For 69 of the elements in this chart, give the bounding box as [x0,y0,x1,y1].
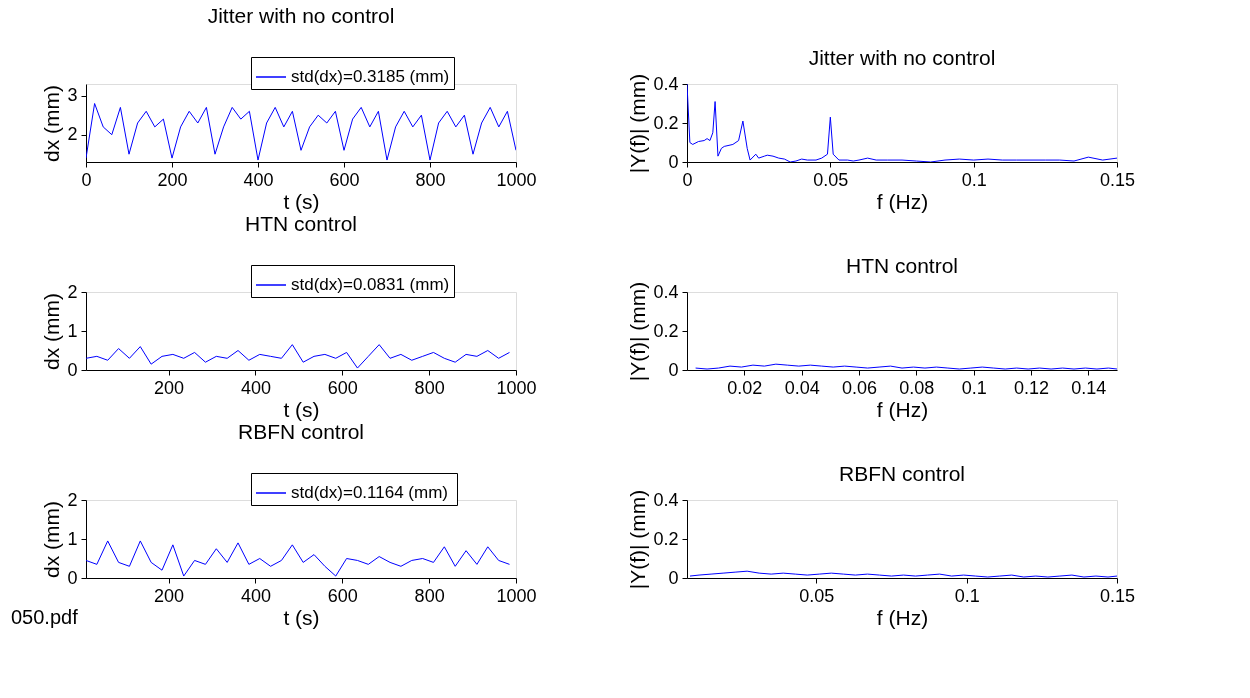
y-axis-title: dx (mm) [40,501,64,578]
y-tick-label: 1 [67,320,78,341]
x-tick-label: 0.04 [784,377,820,398]
x-tick-label: 0.14 [1071,377,1107,398]
y-tick-label: 0 [67,567,78,588]
legend-label: std(dx)=0.3185 (mm) [291,67,450,86]
chart-title: Jitter with no control [808,46,996,70]
x-tick-label: 200 [157,169,188,190]
chart-title: RBFN control [838,462,966,486]
x-tick-label: 400 [243,169,274,190]
x-tick-label: 400 [240,377,271,398]
y-tick-label: 0 [668,567,679,588]
x-axis-title: f (Hz) [876,605,929,629]
x-tick-label: 0.05 [799,585,835,606]
x-tick-label: 0.1 [954,585,980,606]
y-tick-label: 0.4 [653,489,679,510]
chart-title: Jitter with no control [207,3,395,27]
line-series [86,344,510,369]
y-axis-title: |Y(f)| (mm) [626,489,650,590]
chart-title: HTN control [845,254,959,278]
x-tick-label: 0.15 [1099,585,1136,606]
x-tick-label: 0.05 [813,169,849,190]
x-axis-title: t (s) [283,189,320,213]
y-tick-label: 0 [668,151,679,172]
y-tick-label: 1 [67,528,78,549]
x-axis-title: t (s) [283,605,320,629]
x-tick-label: 1000 [496,377,537,398]
y-axis-title: |Y(f)| (mm) [626,281,650,382]
legend-label: std(dx)=0.0831 (mm) [291,275,450,294]
x-axis-title: f (Hz) [876,189,929,213]
text: 050.pdf [11,606,79,628]
y-axis-title: |Y(f)| (mm) [626,73,650,174]
y-tick-label: 0.4 [653,73,679,94]
y-tick-label: 0.2 [653,528,679,549]
x-axis-title: t (s) [283,397,320,421]
legend-label: std(dx)=0.1164 (mm) [291,483,448,502]
y-axis-title: dx (mm) [40,85,64,162]
y-tick-label: 0.2 [653,320,679,341]
x-tick-label: 200 [154,585,185,606]
y-tick-label: 2 [67,124,78,145]
y-tick-label: 2 [67,281,78,302]
x-tick-label: 1000 [496,585,537,606]
x-tick-label: 1000 [496,169,537,190]
x-tick-label: 600 [329,169,360,190]
y-tick-label: 2 [67,489,78,510]
x-tick-label: 600 [327,377,358,398]
x-tick-label: 0.02 [727,377,763,398]
x-tick-label: 0 [81,169,92,190]
y-axis-title: dx (mm) [40,293,64,370]
x-tick-label: 600 [327,585,358,606]
x-tick-label: 0.1 [961,169,987,190]
x-tick-label: 800 [414,377,445,398]
y-tick-label: 0 [668,359,679,380]
x-tick-label: 0 [682,169,693,190]
line-series [86,540,510,577]
x-tick-label: 0.12 [1013,377,1050,398]
x-tick-label: 800 [414,585,445,606]
x-tick-label: 0.08 [899,377,935,398]
x-tick-label: 0.15 [1099,169,1136,190]
x-tick-label: 400 [240,585,271,606]
y-tick-label: 3 [67,85,78,106]
x-tick-label: 0.06 [841,377,878,398]
y-tick-label: 0.4 [653,281,679,302]
y-tick-label: 0.2 [653,112,679,133]
x-tick-label: 800 [415,169,446,190]
x-tick-label: 200 [154,377,185,398]
x-axis-title: f (Hz) [876,397,929,421]
y-tick-label: 0 [67,359,78,380]
x-tick-label: 0.1 [961,377,987,398]
